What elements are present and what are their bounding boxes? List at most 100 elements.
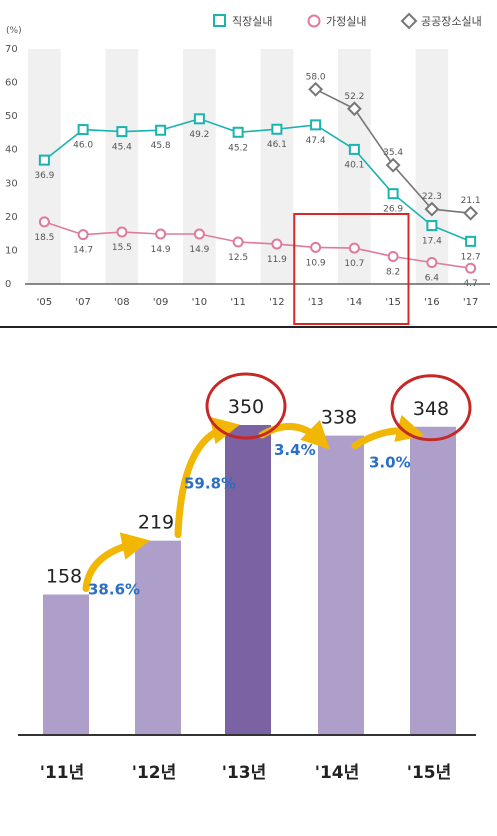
grid-band <box>183 49 216 284</box>
y-tick-label: 70 <box>5 44 18 55</box>
data-label: 10.9 <box>306 258 326 268</box>
data-point <box>271 123 283 135</box>
data-point <box>348 143 360 155</box>
data-label: 45.2 <box>228 143 248 153</box>
data-point <box>426 257 438 269</box>
data-point <box>310 119 322 131</box>
growth-label: 38.6% <box>88 581 140 599</box>
data-label: 47.4 <box>306 136 326 146</box>
data-label: 18.5 <box>34 233 54 243</box>
x-tick-label: '16 <box>424 297 439 308</box>
x-tick-label: '14 <box>347 297 362 308</box>
grid-band <box>105 49 139 284</box>
growth-arrow <box>351 414 425 450</box>
legend-label: 공공장소실내 <box>421 15 482 28</box>
data-point <box>38 216 50 228</box>
legend-label: 가정실내 <box>326 15 366 28</box>
data-point <box>271 238 283 250</box>
bar-value-label: 350 <box>228 396 264 418</box>
data-point <box>385 157 401 173</box>
bar-value-label: 219 <box>138 512 174 534</box>
data-label: 52.2 <box>344 92 364 102</box>
data-point <box>155 124 167 136</box>
highlight-circle <box>390 374 472 442</box>
x-tick-label: '08 <box>114 297 129 308</box>
data-point <box>463 205 479 221</box>
y-tick-label: 20 <box>5 212 18 223</box>
data-point <box>77 229 89 241</box>
data-label: 14.9 <box>151 245 171 255</box>
data-label: 45.8 <box>151 141 171 151</box>
data-point <box>387 188 399 200</box>
data-point <box>193 113 205 125</box>
chart-separator <box>0 326 497 328</box>
x-category-label: '11년 <box>40 763 85 783</box>
bar-value-label: 158 <box>46 566 82 588</box>
legend-marker <box>307 14 321 28</box>
bar-chart-svg: 158 '11년 219 '12년 350 '13년 338 '14년 348 '15년 38.6%… <box>18 372 476 783</box>
y-tick-label: 60 <box>5 78 18 89</box>
bar <box>135 540 181 734</box>
yearly-bar-chart: 158 '11년 219 '12년 350 '13년 338 '14년 348 '15년 38.6%… <box>0 330 497 832</box>
data-point <box>308 81 324 97</box>
grid-band <box>415 49 449 284</box>
y-tick-label: 10 <box>5 245 18 256</box>
data-point <box>424 201 440 217</box>
growth-label: 3.0% <box>369 454 411 472</box>
grid-band <box>28 49 61 284</box>
y-tick-label: 30 <box>5 178 18 189</box>
data-label: 45.4 <box>112 143 132 153</box>
bar <box>410 426 456 734</box>
data-label: 12.7 <box>461 252 481 262</box>
line-chart-svg: (%) 0 10 20 30 40 50 60 70 '05 '07 '08 '09 '10 '11 '12 '… <box>5 12 490 325</box>
bar <box>318 435 364 734</box>
x-category-label: '12년 <box>132 763 177 783</box>
bar <box>225 425 271 734</box>
bar-value-label: 338 <box>321 407 357 429</box>
data-label: 40.1 <box>344 160 364 170</box>
data-label: 11.9 <box>267 255 287 265</box>
data-point <box>193 228 205 240</box>
data-label: 12.5 <box>228 253 248 263</box>
data-label: 14.7 <box>73 246 93 256</box>
legend-marker <box>213 14 226 27</box>
data-point <box>155 228 167 240</box>
data-point <box>116 126 128 138</box>
x-tick-label: '05 <box>37 297 52 308</box>
x-tick-label: '07 <box>75 297 90 308</box>
data-point <box>77 124 89 136</box>
data-label: 8.2 <box>386 267 400 277</box>
data-label: 6.4 <box>425 274 440 284</box>
data-label: 35.4 <box>383 148 403 158</box>
data-label: 22.3 <box>422 192 442 202</box>
growth-arrow <box>82 532 150 593</box>
x-category-label: '14년 <box>315 763 360 783</box>
x-category-label: '15년 <box>407 763 452 783</box>
data-label: 36.9 <box>34 171 54 181</box>
x-tick-label: '17 <box>463 297 478 308</box>
y-tick-label: 50 <box>5 111 18 122</box>
legend-marker <box>400 12 418 30</box>
x-category-label: '13년 <box>222 763 267 783</box>
legend-label: 직장실내 <box>232 15 272 28</box>
data-point <box>116 226 128 238</box>
y-unit-label: (%) <box>6 26 22 36</box>
data-point <box>38 154 50 166</box>
x-tick-label: '10 <box>192 297 207 308</box>
x-tick-label: '15 <box>385 297 400 308</box>
growth-label: 59.8% <box>184 475 236 493</box>
series-line-1 <box>43 117 471 243</box>
data-label: 26.9 <box>383 205 403 215</box>
x-tick-label: '11 <box>230 297 245 308</box>
growth-label: 3.4% <box>274 441 316 459</box>
x-tick-label: '09 <box>153 297 168 308</box>
bar <box>43 594 89 734</box>
data-point <box>232 236 244 248</box>
smoking-rate-line-chart: (%) 0 10 20 30 40 50 60 70 '05 '07 '08 '09 '10 '11 '12 '… <box>0 0 497 326</box>
data-label: 58.0 <box>306 72 326 82</box>
data-point <box>310 241 322 253</box>
data-point <box>348 242 360 254</box>
data-label: 4.7 <box>463 279 477 289</box>
y-tick-label: 0 <box>5 279 11 290</box>
data-point <box>232 126 244 138</box>
